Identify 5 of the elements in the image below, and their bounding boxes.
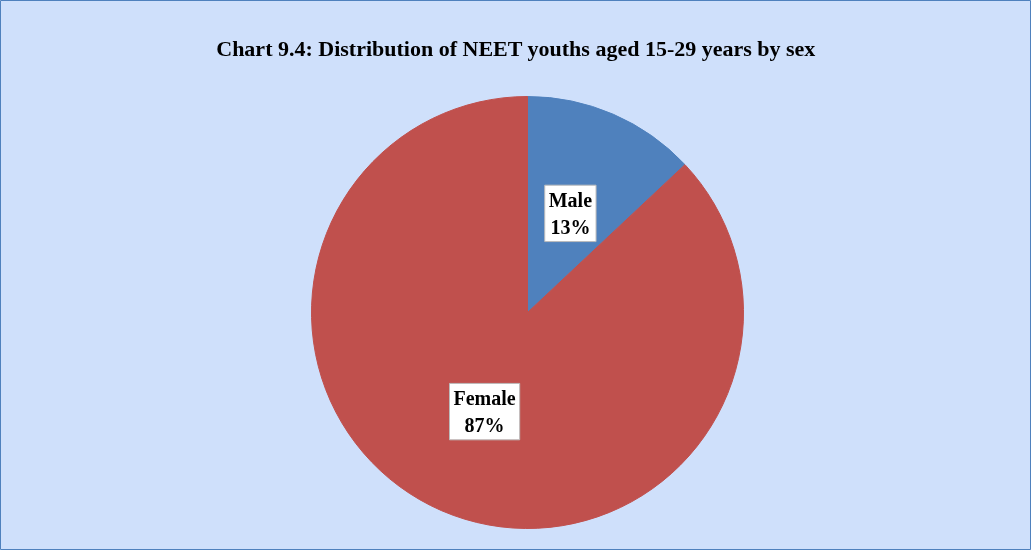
data-label: 87%	[464, 413, 505, 436]
chart-title: Chart 9.4: Distribution of NEET youths aged 15-29 years by sex	[216, 36, 816, 61]
slice-label: Male	[548, 189, 593, 212]
slice-label: Female	[453, 387, 516, 410]
data-label: 13%	[550, 215, 591, 238]
